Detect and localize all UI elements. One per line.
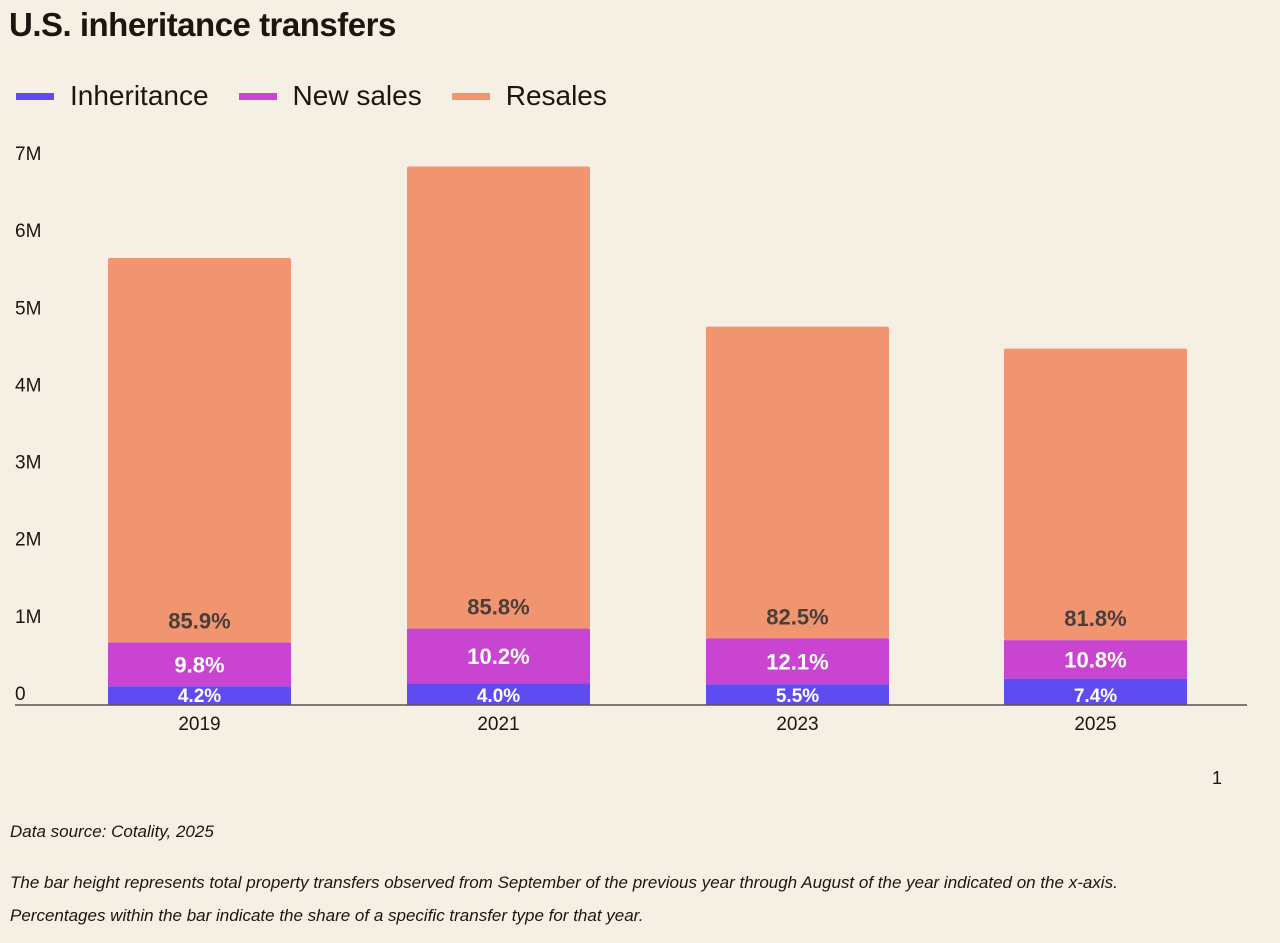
legend-swatch-inheritance (16, 92, 54, 100)
y-tick-label: 2M (15, 530, 41, 551)
bar-segment-new-sales (706, 638, 889, 685)
legend-label: Inheritance (70, 80, 209, 111)
bar-segment-resales (706, 326, 889, 639)
footnote-percentages: Percentages within the bar indicate the … (10, 906, 644, 925)
bar-data-label: 4.2% (178, 686, 221, 707)
y-tick-label: 5M (15, 298, 41, 319)
bar-data-label: 81.8% (1064, 606, 1126, 631)
bar-segment-inheritance (706, 684, 889, 705)
bar-segment-inheritance (1004, 678, 1187, 705)
bar-data-label: 12.1% (766, 649, 828, 674)
bar-segment-resales (407, 166, 590, 629)
bar-data-label: 9.8% (174, 652, 224, 677)
bar-data-label: 10.2% (467, 644, 529, 669)
legend-label: Resales (505, 80, 607, 111)
bar-data-label: 85.8% (467, 595, 529, 620)
bar-data-label: 82.5% (766, 604, 828, 629)
bar-data-label: 4.0% (477, 686, 520, 707)
bar-segment-new-sales (407, 628, 590, 684)
x-tick-label: 2019 (178, 714, 220, 735)
chart-title: U.S. inheritance transfers (9, 6, 396, 43)
y-tick-label: 4M (15, 375, 41, 396)
bar-segment-resales (1004, 348, 1187, 641)
x-tick-label: 2025 (1074, 714, 1116, 735)
y-tick-label: 1M (15, 607, 41, 628)
bar-segment-inheritance (108, 686, 291, 705)
bar-data-label: 7.4% (1074, 686, 1117, 707)
legend-swatch-new-sales (238, 92, 277, 100)
bar-segment-new-sales (1004, 640, 1187, 679)
page-number: 1 (1212, 768, 1223, 788)
bar-data-label: 85.9% (168, 608, 230, 633)
bar-segment-inheritance (407, 683, 590, 705)
legend: Inheritance New sales Resales (16, 80, 637, 112)
bar-segment-new-sales (108, 642, 291, 687)
bar-segment-resales (108, 258, 291, 643)
data-source: Data source: Cotality, 2025 (10, 822, 214, 841)
x-tick-label: 2023 (776, 714, 818, 735)
y-tick-label: 7M (15, 144, 41, 165)
legend-item-resales: Resales (451, 80, 607, 112)
y-tick-label: 3M (15, 453, 41, 474)
legend-label: New sales (292, 80, 422, 111)
y-tick-label: 6M (15, 221, 41, 242)
bar-data-label: 5.5% (776, 686, 819, 707)
legend-item-inheritance: Inheritance (16, 80, 209, 112)
y-tick-label: 0 (15, 684, 26, 705)
x-tick-label: 2021 (477, 714, 519, 735)
legend-swatch-resales (451, 92, 490, 100)
legend-item-new-sales: New sales (238, 80, 422, 112)
bar-data-label: 10.8% (1064, 647, 1126, 672)
footnote-bar-height: The bar height represents total property… (10, 873, 1118, 892)
